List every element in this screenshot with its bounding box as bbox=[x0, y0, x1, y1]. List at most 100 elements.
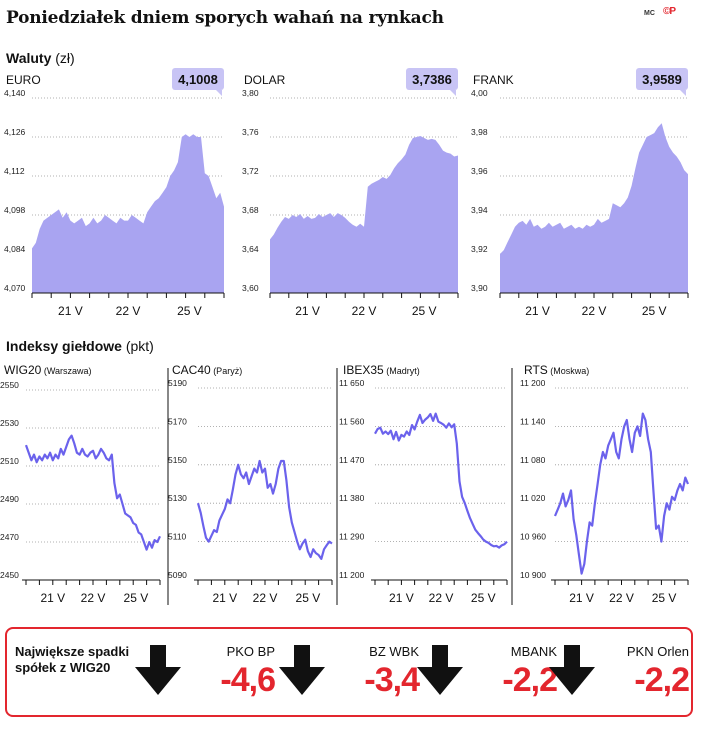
y-tick-label: 5150 bbox=[168, 455, 187, 465]
x-tick-label: 25 V bbox=[177, 304, 202, 318]
y-tick-label: 3,80 bbox=[242, 88, 259, 98]
badge-pointer bbox=[680, 90, 686, 96]
author-credit: MC bbox=[644, 10, 655, 17]
x-tick-label: 21 V bbox=[295, 304, 320, 318]
y-tick-label: 3,76 bbox=[242, 127, 259, 137]
y-tick-label: 11 020 bbox=[520, 493, 546, 503]
y-tick-label: 3,94 bbox=[471, 205, 488, 215]
y-tick-label: 2490 bbox=[0, 494, 19, 504]
drop-item-name: BZ WBK bbox=[369, 644, 419, 659]
chart-subtitle: (Madryt) bbox=[384, 366, 420, 376]
series-area bbox=[32, 134, 224, 293]
x-tick-label: 22 V bbox=[352, 304, 377, 318]
biggest-drops-label: Największe spadki spółek z WIG20 bbox=[15, 644, 130, 675]
currencies-header-label: Waluty bbox=[6, 50, 52, 66]
y-tick-label: 3,98 bbox=[471, 127, 488, 137]
chart-subtitle: (Warszawa) bbox=[41, 366, 91, 376]
series-area bbox=[500, 123, 688, 293]
y-tick-label: 5190 bbox=[168, 378, 187, 388]
y-tick-label: 3,64 bbox=[242, 244, 259, 254]
down-arrow-icon bbox=[135, 645, 181, 695]
y-tick-label: 3,92 bbox=[471, 244, 488, 254]
x-tick-label: 22 V bbox=[81, 591, 106, 605]
y-tick-label: 3,72 bbox=[242, 166, 259, 176]
x-tick-label: 22 V bbox=[582, 304, 607, 318]
y-tick-label: 4,00 bbox=[471, 88, 488, 98]
y-tick-label: 4,070 bbox=[4, 283, 26, 293]
last-value-badge bbox=[406, 68, 458, 90]
currencies-header-unit: (zł) bbox=[55, 50, 75, 66]
x-tick-label: 25 V bbox=[124, 591, 149, 605]
y-tick-label: 5090 bbox=[168, 570, 187, 580]
x-tick-label: 21 V bbox=[58, 304, 83, 318]
y-tick-label: 10 960 bbox=[520, 532, 546, 542]
x-tick-label: 22 V bbox=[253, 591, 278, 605]
drop-item-value: -2,2 bbox=[502, 661, 558, 699]
drop-item: PKN Orlen -2,2 bbox=[549, 637, 690, 707]
chart-title: RTS (Moskwa) bbox=[524, 363, 589, 377]
x-tick-label: 25 V bbox=[412, 304, 437, 318]
x-tick-label: 25 V bbox=[642, 304, 667, 318]
indices-header-unit: (pkt) bbox=[125, 338, 154, 354]
x-tick-label: 21 V bbox=[525, 304, 550, 318]
down-arrow-icon bbox=[279, 645, 325, 695]
chart-subtitle: (Moskwa) bbox=[548, 366, 590, 376]
series-line bbox=[553, 412, 690, 575]
x-tick-label: 21 V bbox=[569, 591, 594, 605]
chart-title: EURO bbox=[6, 73, 41, 87]
y-tick-label: 5170 bbox=[168, 416, 187, 426]
last-value-label: 3,9589 bbox=[642, 72, 682, 87]
drop-item-value: -2,2 bbox=[634, 661, 690, 699]
y-tick-label: 4,140 bbox=[4, 88, 26, 98]
y-tick-label: 5110 bbox=[168, 532, 187, 542]
y-tick-label: 2550 bbox=[0, 380, 19, 390]
y-tick-label: 11 290 bbox=[339, 532, 365, 542]
last-value-badge bbox=[172, 68, 224, 90]
x-tick-label: 22 V bbox=[429, 591, 454, 605]
y-tick-label: 11 080 bbox=[520, 455, 546, 465]
drop-item: PKO BP -4,6 bbox=[135, 637, 276, 707]
chart-title: FRANK bbox=[473, 73, 514, 87]
publisher-logo: ©P bbox=[663, 6, 676, 17]
drop-item-name: PKN Orlen bbox=[626, 644, 689, 659]
y-tick-label: 11 200 bbox=[520, 378, 546, 388]
y-tick-label: 3,90 bbox=[471, 283, 488, 293]
x-tick-label: 25 V bbox=[296, 591, 321, 605]
x-tick-label: 21 V bbox=[389, 591, 414, 605]
last-value-badge bbox=[636, 68, 688, 90]
x-tick-label: 21 V bbox=[40, 591, 65, 605]
y-tick-label: 11 470 bbox=[339, 455, 365, 465]
y-tick-label: 2450 bbox=[0, 570, 19, 580]
drop-item-value: -4,6 bbox=[220, 661, 276, 699]
y-tick-label: 3,68 bbox=[242, 205, 259, 215]
currencies-header: Waluty (zł) bbox=[6, 50, 75, 66]
down-arrow-icon bbox=[549, 645, 595, 695]
y-tick-label: 3,96 bbox=[471, 166, 488, 176]
biggest-drops-panel: Największe spadki spółek z WIG20 PKO BP … bbox=[5, 627, 693, 717]
y-tick-label: 2530 bbox=[0, 418, 19, 428]
drop-item: BZ WBK -3,4 bbox=[279, 637, 420, 707]
x-tick-label: 25 V bbox=[652, 591, 677, 605]
y-tick-label: 11 650 bbox=[339, 378, 365, 388]
y-tick-label: 4,098 bbox=[4, 205, 26, 215]
drop-item-name: PKO BP bbox=[226, 644, 275, 659]
series-line bbox=[196, 459, 333, 560]
x-tick-label: 25 V bbox=[471, 591, 496, 605]
badge-pointer bbox=[450, 90, 456, 96]
y-tick-label: 11 380 bbox=[339, 493, 365, 503]
y-tick-label: 11 560 bbox=[339, 416, 365, 426]
indices-header-label: Indeksy giełdowe bbox=[6, 338, 122, 354]
x-tick-label: 22 V bbox=[116, 304, 141, 318]
drop-item: MBANK -2,2 bbox=[417, 637, 558, 707]
y-tick-label: 11 200 bbox=[339, 570, 365, 580]
y-tick-label: 4,126 bbox=[4, 127, 26, 137]
y-tick-label: 5130 bbox=[168, 493, 187, 503]
chart-title: WIG20 (Warszawa) bbox=[4, 363, 92, 377]
y-tick-label: 4,112 bbox=[4, 166, 25, 176]
chart-title: CAC40 (Paryż) bbox=[172, 363, 242, 377]
badge-pointer bbox=[216, 90, 222, 96]
drop-item-value: -3,4 bbox=[364, 661, 420, 699]
y-tick-label: 2510 bbox=[0, 456, 19, 466]
chart-title: DOLAR bbox=[244, 73, 286, 87]
